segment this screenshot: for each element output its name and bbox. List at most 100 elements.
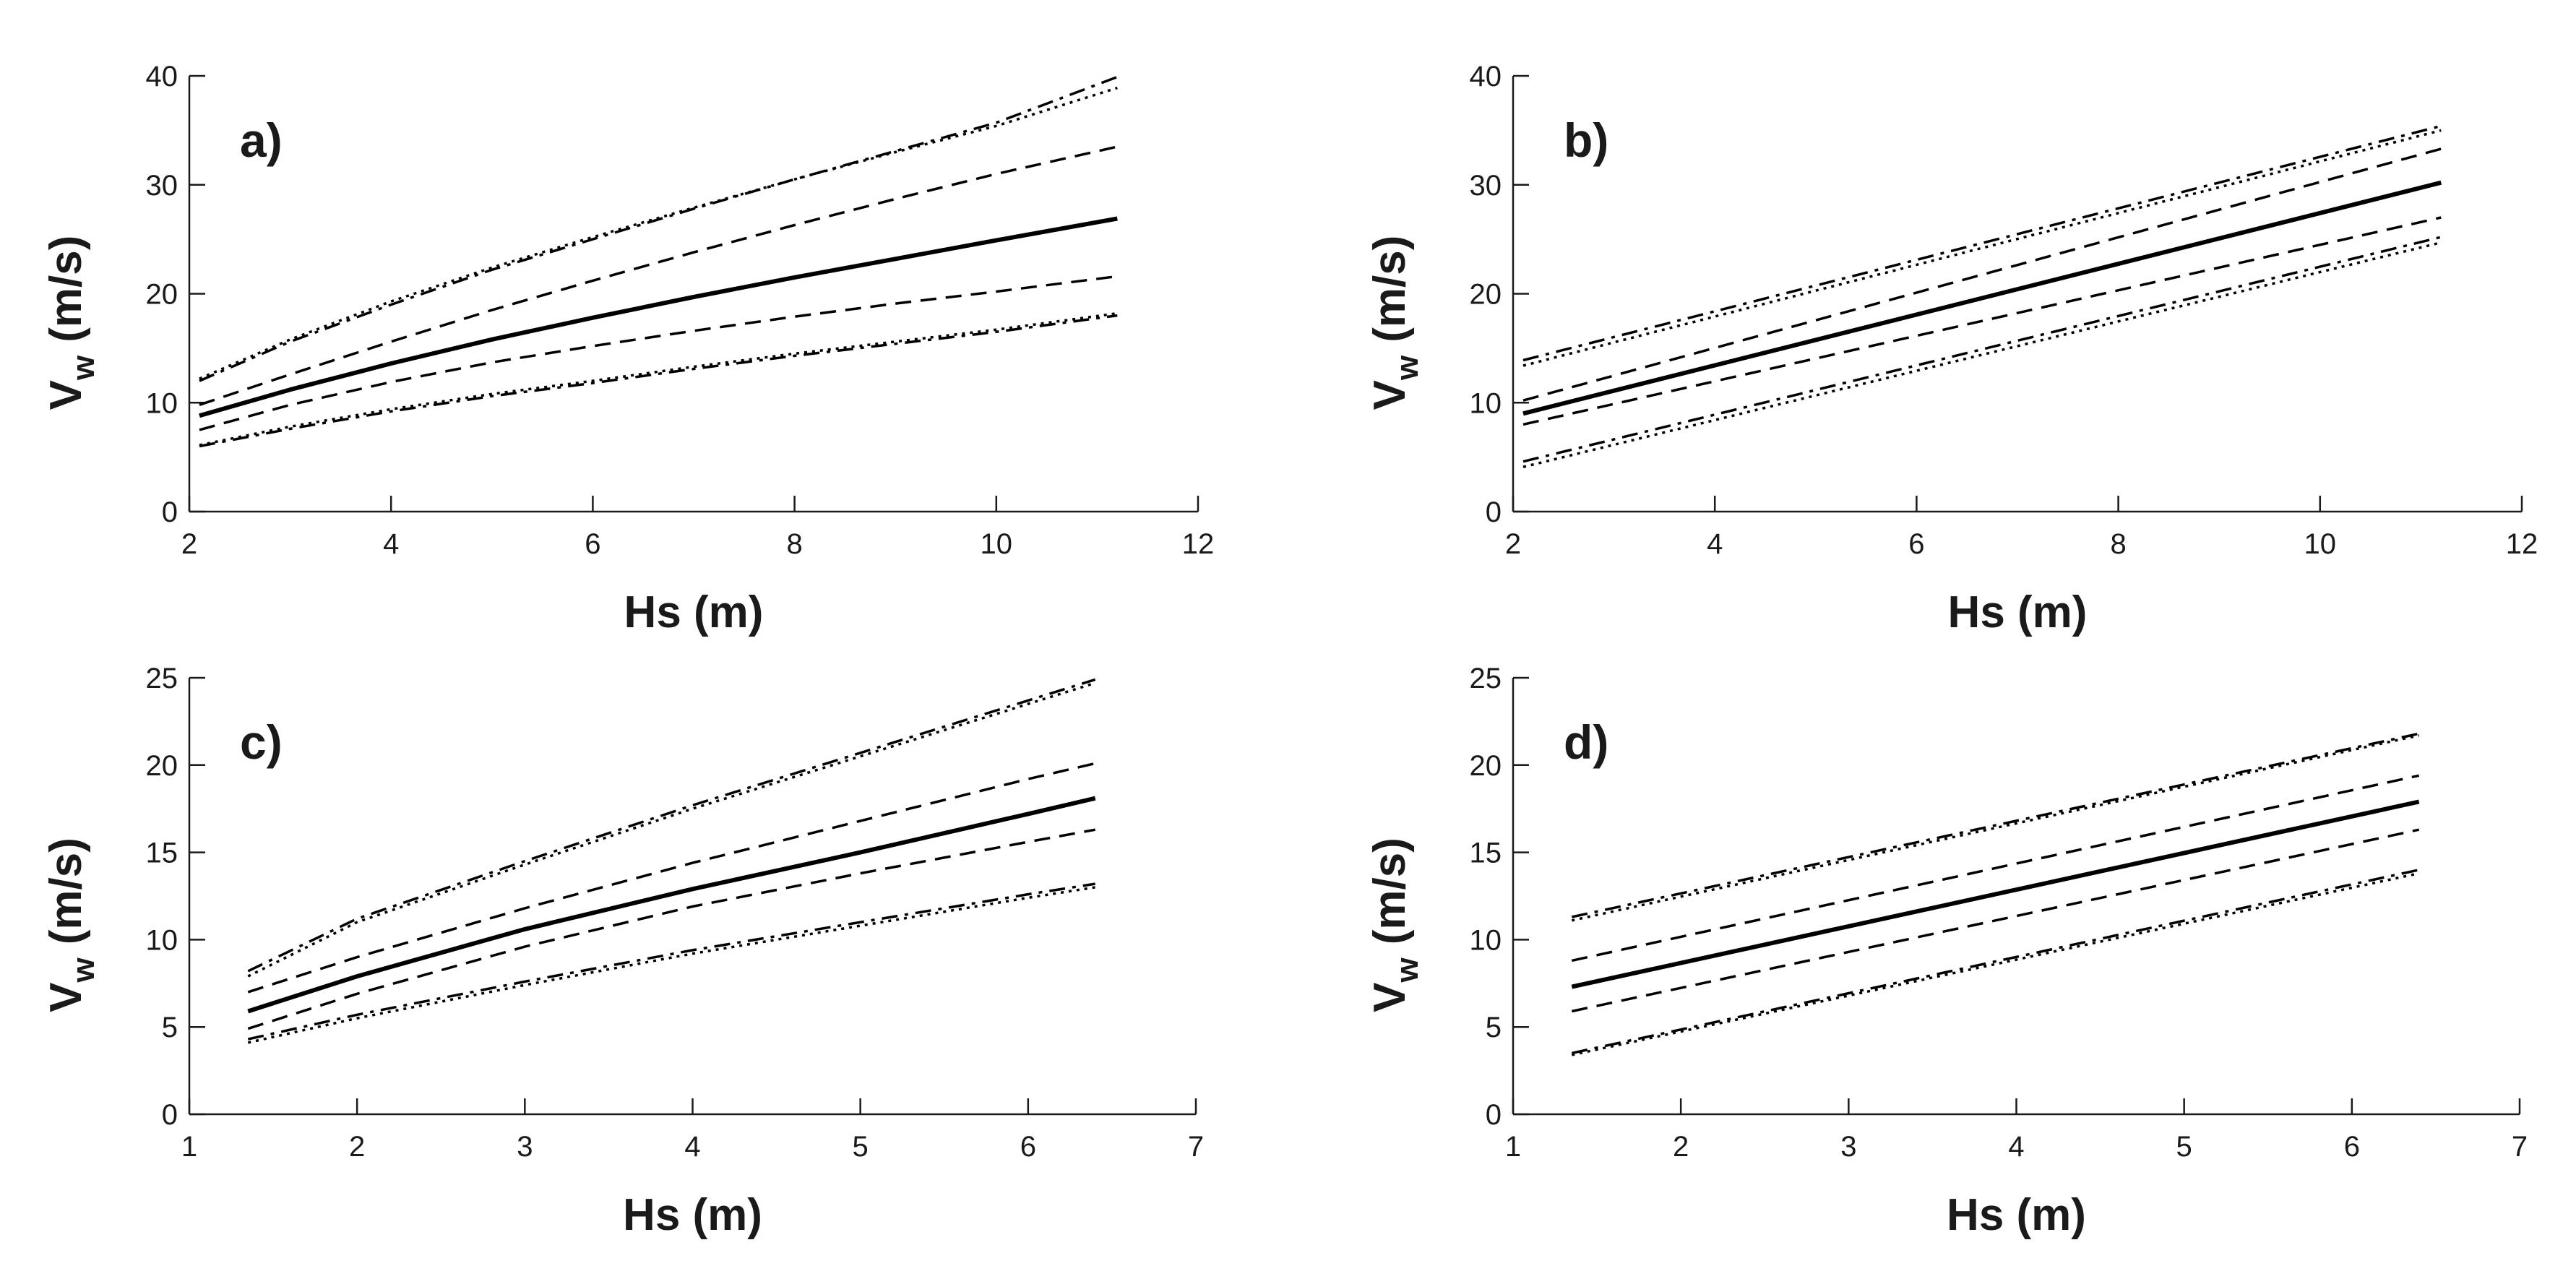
panel-d: 1 2 3 4 5 6 7 0 5 10 15 20 25 Hs (m) Vw (m/s) d) xyxy=(1365,663,2528,1240)
x-tick-label: 8 xyxy=(786,528,802,560)
x-tick-label: 8 xyxy=(2110,528,2126,560)
series-line-mean xyxy=(199,216,1118,418)
y-axis-label: Vw (m/s) xyxy=(1365,236,1425,410)
series-line-lower-outer-A xyxy=(1522,241,2442,468)
y-tick-label: 10 xyxy=(1470,924,1502,956)
series-line-upper-outer-B xyxy=(247,678,1096,973)
series-line-lower-outer-A xyxy=(247,886,1095,1044)
x-tick-label: 3 xyxy=(517,1131,533,1163)
series-line-upper-inner xyxy=(199,145,1118,406)
x-tick-label: 3 xyxy=(1840,1131,1856,1163)
series-line-upper-outer-A xyxy=(1571,733,2420,922)
series-line-lower-outer-B xyxy=(247,882,1095,1041)
x-tick-label: 6 xyxy=(585,528,600,560)
x-tick-label: 4 xyxy=(383,528,399,560)
y-tick-label: 10 xyxy=(1470,387,1502,419)
x-tick-label: 6 xyxy=(1908,528,1924,560)
y-axis-label-unit: (m/s) xyxy=(1365,236,1415,343)
series-line-lower-inner xyxy=(1571,828,2420,1013)
y-tick-label: 15 xyxy=(146,837,178,869)
y-tick-label: 30 xyxy=(1470,170,1502,202)
x-tick-label: 12 xyxy=(2506,528,2538,560)
panel-label: a) xyxy=(240,113,283,167)
y-axis-label-subscript: w xyxy=(66,957,101,983)
y-tick-label: 15 xyxy=(1470,837,1502,869)
x-axis-label: Hs (m) xyxy=(624,587,764,637)
series-line-upper-outer-B xyxy=(1522,124,2442,362)
y-axis-label-subscript: w xyxy=(66,355,101,381)
y-tick-label: 0 xyxy=(162,1099,178,1131)
y-axis-label-main: V xyxy=(41,380,91,410)
x-tick-label: 2 xyxy=(1505,528,1521,560)
series-line-upper-outer-A xyxy=(1522,129,2442,367)
panel-b: 2 4 6 8 10 12 0 10 20 30 40 Hs (m) Vw (m/s) b) xyxy=(1365,61,2538,637)
y-tick-label: 5 xyxy=(162,1012,178,1043)
series-line-mean xyxy=(1522,180,2442,416)
x-tick-label: 12 xyxy=(1182,528,1215,560)
y-axis-label-main: V xyxy=(1365,380,1415,410)
y-tick-label: 40 xyxy=(146,61,178,92)
y-tick-label: 20 xyxy=(146,750,178,782)
series-line-mean xyxy=(247,796,1096,1014)
series-line-lower-outer-A xyxy=(1571,871,2420,1056)
series-line-mean xyxy=(1571,799,2420,989)
series-line-upper-inner xyxy=(1571,774,2420,963)
y-tick-label: 10 xyxy=(146,924,178,956)
x-axis-label: Hs (m) xyxy=(1947,1190,2086,1240)
y-axis-label-unit: (m/s) xyxy=(41,837,91,944)
x-tick-label: 1 xyxy=(181,1131,197,1163)
series-line-lower-inner xyxy=(199,275,1118,431)
series-line-lower-inner xyxy=(247,828,1096,1030)
x-tick-label: 2 xyxy=(181,528,197,560)
y-tick-label: 20 xyxy=(146,279,178,311)
x-tick-label: 10 xyxy=(981,528,1013,560)
x-axis-label: Hs (m) xyxy=(623,1190,762,1240)
x-tick-label: 7 xyxy=(2512,1131,2528,1163)
y-tick-label: 0 xyxy=(1486,496,1502,528)
y-axis-label-subscript: w xyxy=(1390,355,1425,381)
x-tick-label: 2 xyxy=(349,1131,365,1163)
series-line-lower-outer-A xyxy=(199,311,1118,447)
y-tick-label: 25 xyxy=(146,663,178,694)
series-line-lower-inner xyxy=(1522,216,2442,426)
series-line-upper-outer-A xyxy=(247,681,1096,978)
panel-a: 2 4 6 8 10 12 0 10 20 30 40 Hs (m) Vw (m/s) a) xyxy=(41,61,1214,637)
x-tick-label: 4 xyxy=(684,1131,700,1163)
y-axis-label: Vw (m/s) xyxy=(41,236,101,410)
series-line-lower-outer-B xyxy=(1571,869,2420,1055)
y-axis-label-main: V xyxy=(41,983,91,1012)
x-tick-label: 4 xyxy=(2008,1131,2024,1163)
x-tick-label: 1 xyxy=(1505,1131,1521,1163)
y-tick-label: 30 xyxy=(146,170,178,202)
y-axis-label-unit: (m/s) xyxy=(41,236,91,343)
series-line-lower-outer-B xyxy=(199,314,1118,448)
series-line-upper-inner xyxy=(1522,147,2442,402)
x-tick-label: 2 xyxy=(1673,1131,1689,1163)
panel-label: c) xyxy=(240,715,283,769)
y-tick-label: 20 xyxy=(1470,750,1502,782)
y-tick-label: 40 xyxy=(1470,61,1502,92)
y-tick-label: 5 xyxy=(1486,1012,1502,1043)
x-tick-label: 6 xyxy=(2344,1131,2360,1163)
series-line-upper-outer-A xyxy=(199,86,1118,380)
y-tick-label: 25 xyxy=(1470,663,1502,694)
y-tick-label: 10 xyxy=(146,387,178,419)
series-line-upper-outer-B xyxy=(1571,732,2420,918)
x-axis-label: Hs (m) xyxy=(1948,587,2088,637)
y-tick-label: 0 xyxy=(162,496,178,528)
y-tick-label: 0 xyxy=(1486,1099,1502,1131)
panel-c: 1 2 3 4 5 6 7 0 5 10 15 20 25 Hs (m) Vw (m/s) c) xyxy=(41,663,1204,1240)
y-axis-label: Vw (m/s) xyxy=(41,837,101,1012)
panel-label: d) xyxy=(1564,715,1608,769)
series-line-lower-outer-B xyxy=(1522,236,2442,463)
x-tick-label: 6 xyxy=(1020,1131,1036,1163)
x-tick-label: 10 xyxy=(2304,528,2337,560)
x-tick-label: 5 xyxy=(2176,1131,2192,1163)
x-tick-label: 4 xyxy=(1707,528,1723,560)
x-tick-label: 7 xyxy=(1188,1131,1204,1163)
panel-label: b) xyxy=(1564,113,1608,167)
series-line-upper-outer-B xyxy=(199,75,1118,382)
y-axis-label: Vw (m/s) xyxy=(1365,837,1425,1012)
y-axis-label-main: V xyxy=(1365,983,1415,1012)
